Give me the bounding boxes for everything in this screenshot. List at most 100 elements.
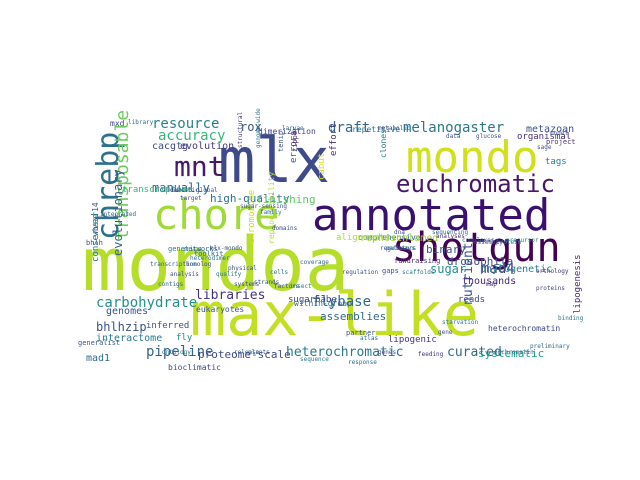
cloud-word: alignments [336, 233, 391, 243]
cloud-word: ontology [162, 349, 191, 356]
cloud-word: pathways [386, 245, 415, 252]
cloud-word: mondoa [82, 222, 350, 308]
cloud-word: structural [237, 111, 244, 148]
cloud-word: thousands [462, 276, 517, 287]
cloud-word: mlx-mondo [210, 245, 243, 252]
cloud-word: metabolic [378, 125, 411, 132]
cloud-word: euchromatin [494, 349, 534, 356]
cloud-word: resource [152, 116, 220, 132]
cloud-word: gaps [382, 267, 399, 275]
cloud-word: sage [537, 144, 552, 151]
cloud-word: assembly [474, 239, 503, 246]
cloud-word: max-like [190, 280, 479, 350]
cloud-word: draft [328, 120, 371, 136]
cloud-word: regulation [342, 269, 379, 276]
cloud-word: effort [329, 123, 339, 156]
cloud-word: mnt [174, 150, 225, 183]
cloud-word: mxd [110, 119, 125, 128]
cloud-word: flybase [312, 294, 372, 310]
cloud-word: bioclimatic [168, 363, 221, 372]
cloud-word: mlx [218, 124, 330, 197]
cloud-word: larvae [282, 125, 304, 132]
cloud-word: cells [270, 269, 289, 276]
cloud-word: tags [545, 157, 567, 167]
cloud-word: phylogenetic [480, 264, 553, 275]
cloud-word: pipeline [146, 344, 214, 360]
cloud-word: lipogenic [388, 335, 437, 345]
cloud-word: protein [496, 239, 522, 246]
cloud-word: eukaryotes [196, 305, 245, 314]
cloud-word: global [196, 187, 218, 194]
cloud-word: genes [378, 349, 397, 356]
cloud-word: networks [184, 245, 218, 253]
cloud-word: sugar [430, 262, 467, 276]
cloud-word: physical [228, 265, 257, 272]
cloud-word: inferred [146, 321, 190, 331]
cloud-word: gene [438, 329, 453, 336]
cloud-word: manually [152, 181, 210, 195]
cloud-word: accuracy [158, 128, 226, 144]
cloud-word: bhlhzip [96, 320, 147, 334]
cloud-word: rephoschlamed [360, 233, 439, 244]
cloud-word: sugar-sensing [240, 203, 287, 210]
cloud-word: comprehensive [358, 233, 421, 242]
cloud-word: feeding [418, 351, 444, 358]
cloud-word: high-quality [210, 192, 290, 205]
cloud-word: dimerization [258, 127, 316, 136]
cloud-word: organismal [517, 132, 572, 142]
cloud-word: mondo [406, 132, 539, 183]
cloud-word: within-group [294, 299, 352, 308]
cloud-word: generalist [78, 339, 121, 347]
cloud-word: release [234, 349, 260, 356]
cloud-word: complexes [462, 237, 495, 244]
cloud-word: cabut [317, 152, 327, 180]
cloud-word: sequence [300, 356, 329, 363]
cloud-word: mad1 [86, 353, 111, 364]
cloud-word: transcription [150, 261, 197, 268]
cloud-word: contigs [158, 281, 184, 288]
cloud-word: precursor [506, 237, 539, 244]
cloud-word: domains [272, 225, 298, 232]
cloud-word: homolog [186, 261, 212, 268]
cloud-word: map [486, 281, 497, 288]
cloud-word: partner [346, 329, 376, 337]
cloud-word: library [128, 119, 154, 126]
cloud-word: drosophila [447, 255, 514, 268]
cloud-word: heterodimer [190, 255, 230, 262]
cloud-word: euchromatic [396, 170, 555, 198]
cloud-word: proteins [536, 285, 565, 292]
cloud-word: binding [558, 315, 584, 322]
cloud-word: finishing [256, 193, 316, 206]
cloud-word: repetitive [352, 125, 401, 134]
cloud-word: quality [216, 271, 242, 278]
cloud-word: annotated [312, 190, 551, 241]
cloud-word: systems [234, 281, 260, 288]
cloud-word: cacgtg [152, 141, 189, 152]
cloud-word: curated [447, 345, 502, 360]
cloud-word: metazoan [526, 124, 575, 135]
cloud-word: reads [458, 295, 486, 305]
cloud-word: orthology [536, 268, 569, 275]
cloud-word: genetics [168, 245, 202, 253]
cloud-word: genomes [106, 306, 149, 317]
cloud-word: systematic [478, 347, 545, 360]
cloud-word: fundraising [394, 257, 441, 265]
cloud-word: toolkit [194, 250, 224, 258]
cloud-word: project [546, 138, 576, 146]
cloud-word: analyses [436, 233, 465, 240]
cloud-word: carbohydrate [96, 295, 198, 311]
cloud-word: coverage [300, 259, 329, 266]
cloud-word: regulators [380, 245, 417, 252]
cloud-word: conserved [91, 213, 101, 262]
cloud-word: evolution [180, 141, 235, 152]
cloud-word: interactome [96, 333, 163, 344]
cloud-word: heterochromatic [286, 345, 404, 360]
cloud-word: mad4 [481, 261, 515, 277]
cloud-word: fly [176, 333, 193, 343]
cloud-word: target [180, 195, 202, 202]
cloud-word: plants [248, 349, 270, 356]
cloud-word: factors [274, 283, 300, 290]
cloud-word: rox [240, 120, 262, 134]
cloud-word: binary [426, 243, 466, 256]
cloud-word: chore [153, 190, 280, 239]
